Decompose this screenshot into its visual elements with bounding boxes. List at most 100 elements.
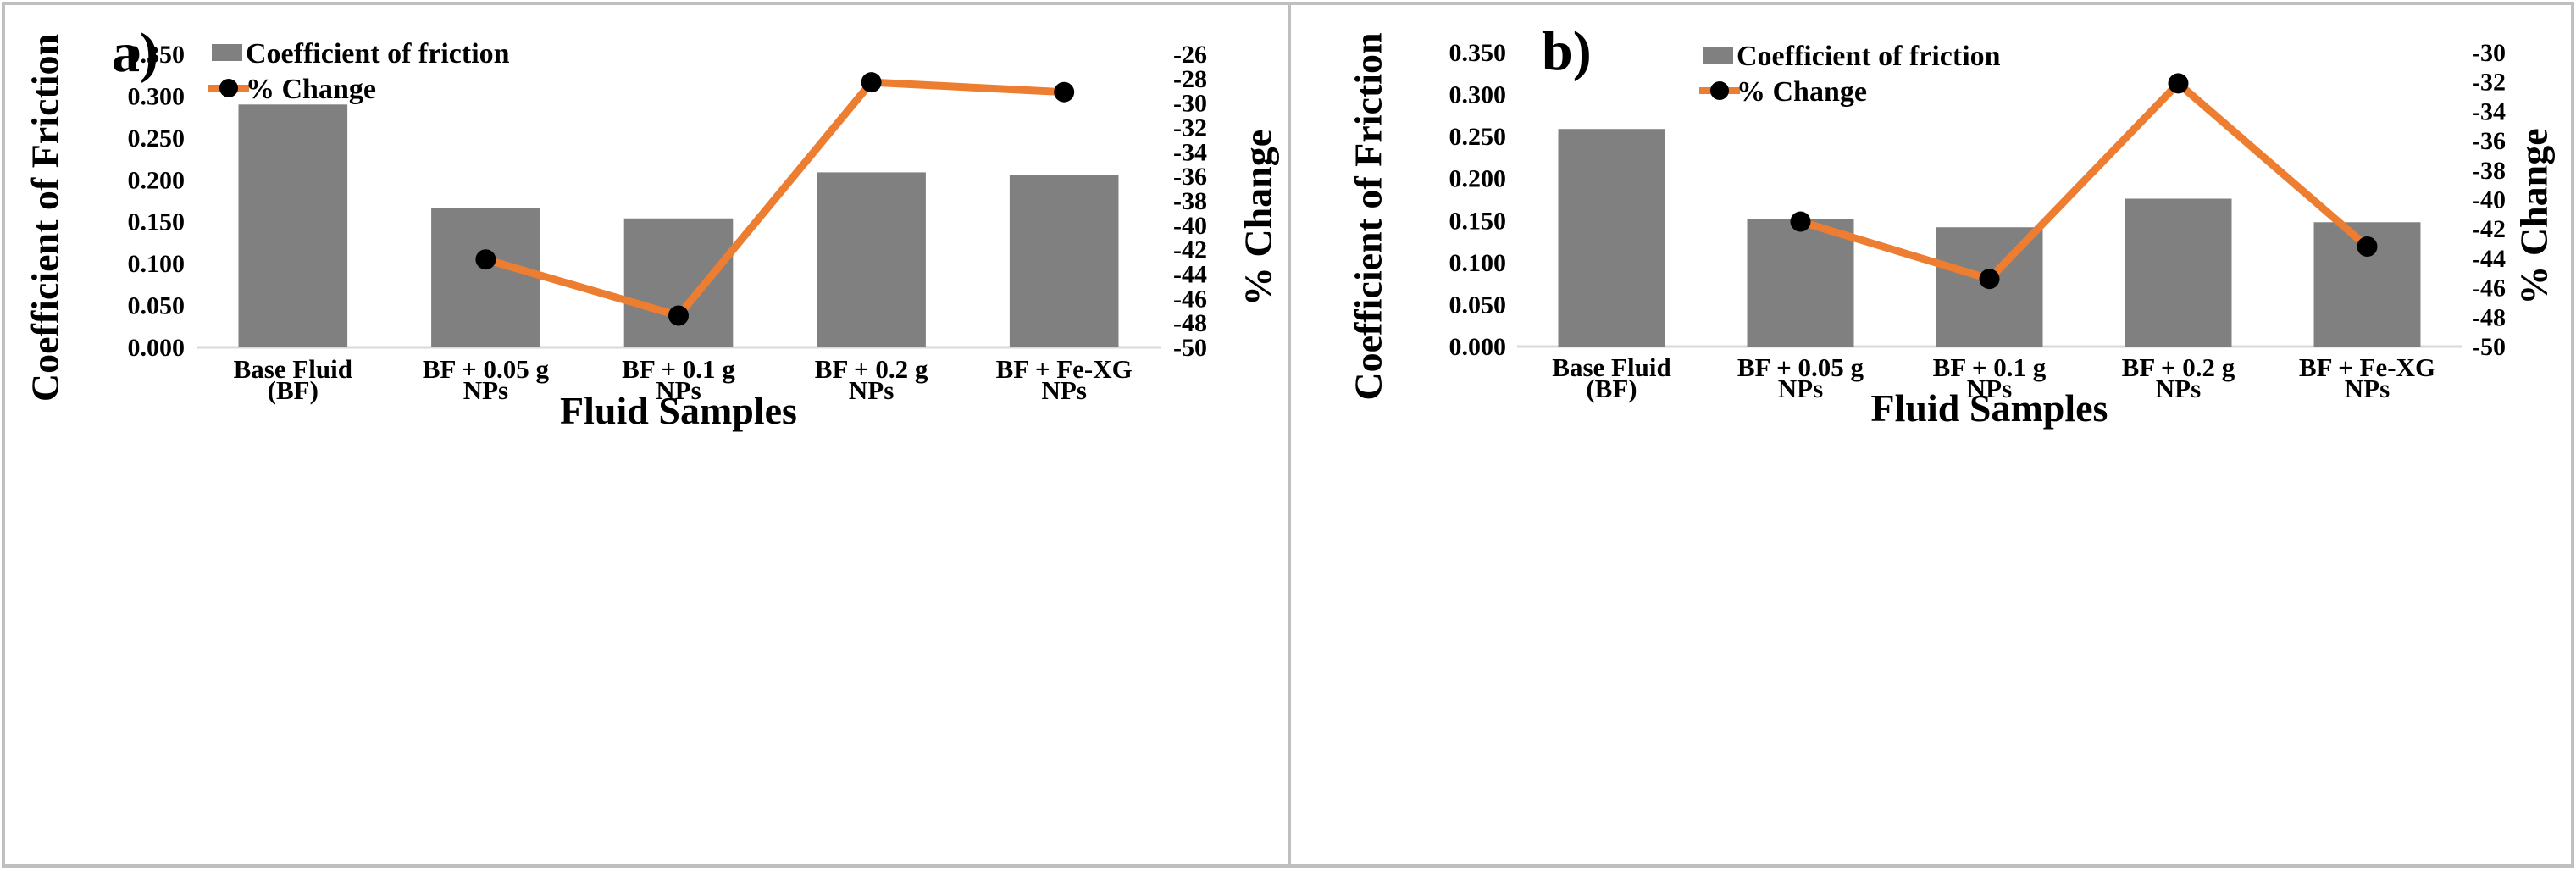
x-tick-label: BF + Fe-XG — [2299, 352, 2435, 382]
y2-tick-label: -40 — [1173, 212, 1207, 240]
legend: Coefficient of friction % Change — [208, 38, 510, 105]
y2-tick-label: -48 — [1173, 309, 1207, 337]
y-tick-label: 0.350 — [128, 41, 186, 69]
panel-label: b) — [1542, 20, 1592, 82]
y-tick-label: 0.200 — [1449, 165, 1507, 193]
y-tick-label: 0.300 — [128, 82, 186, 110]
x-tick-label: BF + Fe-XG — [996, 354, 1133, 384]
y-tick-label: 0.100 — [128, 250, 186, 278]
y2-tick-label: -36 — [2472, 127, 2506, 155]
y2-tick-label: -38 — [1173, 187, 1207, 215]
y-tick-label: 0.300 — [1449, 81, 1507, 109]
x-tick-label: BF + 0.2 g — [2122, 352, 2235, 382]
y2-tick-label: -50 — [2472, 333, 2506, 361]
y2-axis-title: % Change — [1237, 130, 1280, 306]
y2-tick-label: -46 — [1173, 285, 1207, 313]
y-tick-label: 0.050 — [128, 292, 186, 320]
line-point — [1790, 211, 1811, 232]
y2-tick-label: -36 — [1173, 163, 1207, 191]
line-point — [1979, 269, 2000, 290]
x-tick-label: NPs — [1967, 374, 2012, 403]
y-tick-label: 0.000 — [128, 334, 186, 362]
x-tick-label: BF + 0.2 g — [815, 354, 928, 384]
legend-swatch-bar — [212, 44, 242, 61]
y-tick-label: 0.150 — [1449, 207, 1507, 235]
y-tick-label: 0.000 — [1449, 333, 1507, 361]
legend: Coefficient of friction % Change — [1699, 41, 2001, 108]
x-tick-label: NPs — [1778, 374, 1823, 403]
y2-tick-label: -48 — [2472, 303, 2506, 331]
y-tick-label: 0.100 — [1449, 249, 1507, 277]
bar — [1009, 175, 1119, 347]
x-tick-label: (BF) — [268, 375, 319, 405]
x-tick-label: BF + 0.1 g — [1933, 352, 2047, 382]
y2-tick-label: -30 — [2472, 39, 2506, 67]
bar — [623, 218, 734, 347]
y2-tick-label: -42 — [1173, 236, 1207, 264]
x-tick-label: NPs — [849, 375, 894, 405]
legend-swatch-marker — [219, 79, 238, 97]
y-tick-label: 0.250 — [1449, 123, 1507, 151]
line-point — [2357, 236, 2378, 258]
y2-tick-label: -44 — [1173, 261, 1207, 289]
line-point — [861, 72, 882, 93]
bar — [1558, 129, 1665, 347]
y2-axis-title: % Change — [2512, 128, 2556, 304]
y-tick-label: 0.050 — [1449, 291, 1507, 319]
y2-tick-label: -38 — [2472, 157, 2506, 185]
line-point — [668, 305, 689, 326]
y2-tick-label: -46 — [2472, 275, 2506, 302]
x-tick-label: BF + 0.05 g — [1737, 352, 1864, 382]
series-line-percent-change — [1799, 79, 2370, 283]
y2-tick-label: -42 — [2472, 215, 2506, 243]
bar — [817, 172, 926, 347]
bar — [431, 208, 540, 347]
x-axis-title: Fluid Samples — [1871, 386, 2108, 430]
y2-tick-label: -44 — [2472, 245, 2506, 273]
y2-tick-label: -34 — [2472, 97, 2506, 125]
y2-tick-label: -34 — [1173, 138, 1207, 166]
x-axis-title: Fluid Samples — [560, 389, 797, 432]
x-tick-label: NPs — [1042, 375, 1087, 405]
bar — [238, 104, 348, 348]
line-point — [1054, 81, 1075, 103]
y-tick-label: 0.350 — [1449, 39, 1507, 67]
y-tick-label: 0.150 — [128, 208, 186, 236]
y-tick-label: 0.250 — [128, 125, 186, 153]
y2-tick-label: -32 — [1173, 114, 1207, 142]
x-tick-label: NPs — [2156, 374, 2201, 403]
line-point — [475, 249, 496, 270]
legend-label-line: % Change — [246, 74, 376, 105]
chart-panel-b: 0.000 0.050 0.100 0.150 0.200 0.250 0.300 0.350… — [1347, 20, 2556, 430]
x-tick-label: BF + 0.05 g — [423, 354, 550, 384]
x-tick-label: Base Fluid — [234, 354, 352, 384]
y-tick-label: 0.200 — [128, 166, 186, 194]
y2-tick-label: -32 — [2472, 69, 2506, 97]
legend-swatch-bar — [1703, 47, 1733, 64]
legend-label-bar: Coefficient of friction — [246, 38, 510, 69]
x-tick-label: (BF) — [1586, 374, 1637, 403]
y-axis-title: Coefficient of Friction — [1347, 32, 1390, 400]
x-tick-label: NPs — [463, 375, 508, 405]
panel-label: a) — [112, 22, 158, 84]
legend-swatch-marker — [1710, 81, 1729, 100]
line-point — [2168, 73, 2189, 94]
y-axis-title: Coefficient of Friction — [24, 34, 67, 402]
y2-tick-label: -30 — [1173, 90, 1207, 118]
y2-tick-label: -40 — [2472, 186, 2506, 214]
legend-label-line: % Change — [1737, 76, 1867, 108]
x-tick-label: NPs — [2345, 374, 2390, 403]
y2-tick-label: -26 — [1173, 41, 1207, 69]
legend-label-bar: Coefficient of friction — [1737, 41, 2001, 72]
series-line-percent-change — [485, 78, 1065, 320]
x-tick-label: NPs — [656, 375, 701, 405]
y2-tick-label: -28 — [1173, 65, 1207, 93]
x-tick-label: BF + 0.1 g — [622, 354, 735, 384]
bar — [2125, 198, 2232, 347]
panel-frame-b — [1288, 2, 2574, 868]
bar — [1747, 219, 1854, 347]
y2-tick-label: -50 — [1173, 334, 1207, 362]
x-tick-label: Base Fluid — [1552, 352, 1670, 382]
chart-panel-a: 0.000 0.050 0.100 0.150 0.200 0.250 0.300 0.350… — [24, 22, 1280, 432]
